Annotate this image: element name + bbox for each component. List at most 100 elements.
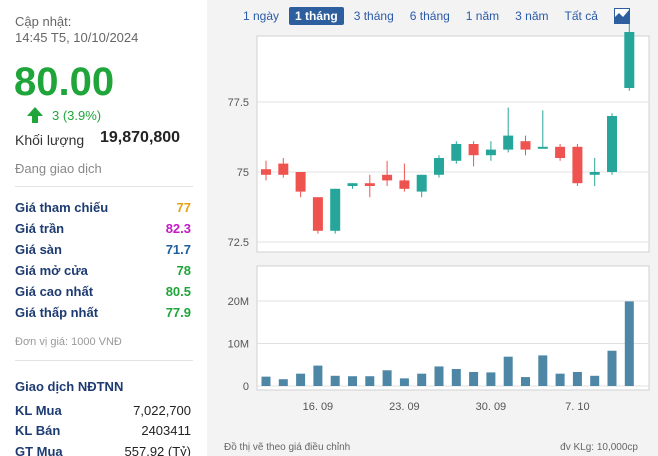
volume-bar [434, 366, 444, 386]
volume-bar [607, 350, 617, 386]
date-tick-label: 7. 10 [565, 401, 589, 413]
foreign-trade-row: GT Mua 557.92 (Tỷ) [15, 441, 191, 456]
up-arrow-icon [27, 107, 43, 123]
volume-bar [624, 301, 634, 386]
volume-value: 19,870,800 [100, 129, 181, 146]
price-row-label: Giá cao nhất [15, 283, 94, 299]
volume-bar [330, 375, 340, 386]
candle-up [624, 32, 635, 88]
candle-up [607, 116, 617, 172]
candle-down [278, 163, 289, 175]
candle-up [589, 172, 600, 175]
foreign-trade-label: KL Bán [15, 422, 61, 438]
candle-up [434, 158, 444, 175]
price-row-label: Giá mở cửa [15, 262, 88, 278]
chart-panel: 77.5 75 72.5 20M 10M 0 16. 09 23. 09 30. 09 7. 10… [207, 0, 658, 456]
price-row-value: 82.3 [165, 220, 191, 236]
volume-bar [590, 375, 600, 386]
price-row: Giá sàn 71.7 [15, 239, 191, 259]
volume-tick-label: 10M [228, 339, 249, 351]
price-tick-label: 75 [237, 167, 249, 179]
foreign-trade-label: GT Mua [15, 443, 63, 456]
candle-down [520, 141, 531, 150]
tab-period[interactable]: 1 ngày [243, 9, 280, 23]
area-chart-icon[interactable] [613, 8, 630, 24]
price-row: Giá mở cửa 78 [15, 260, 191, 280]
updated-time: 14:45 T5, 10/10/2024 [15, 30, 139, 45]
tab-period[interactable]: 1 tháng [289, 7, 344, 25]
stock-summary-panel: Cập nhật: 14:45 T5, 10/10/2024 80.00 3 (… [0, 0, 205, 456]
price-volume-chart: 77.5 75 72.5 20M 10M 0 16. 09 23. 09 30. 09 7. 10 [228, 18, 650, 413]
volume-bar [296, 373, 306, 386]
price-row-value: 80.5 [165, 283, 191, 299]
foreign-trade-title: Giao dịch NĐTNN [15, 379, 124, 394]
price-row-label: Giá trần [15, 220, 65, 236]
volume-bar [538, 355, 548, 386]
change-value: 3 (3.9%) [52, 107, 102, 123]
price-row-label: Giá sàn [15, 241, 62, 257]
trading-status: Đang giao dịch [15, 161, 102, 176]
tab-period[interactable]: 6 tháng [409, 9, 450, 23]
unit-note: Đơn vị giá: 1000 VNĐ [15, 336, 122, 348]
volume-bar [278, 379, 288, 386]
period-tabs: 1 ngày 1 tháng 3 tháng 6 tháng 1 năm 3 năm Tất… [237, 6, 630, 26]
candle-down [555, 146, 566, 158]
price-row-value: 71.7 [165, 241, 191, 257]
candle-down [468, 144, 479, 156]
price-tick-label: 72.5 [228, 237, 249, 249]
candle-up [537, 146, 548, 149]
volume-bar [572, 371, 582, 386]
volume-bar [261, 376, 271, 386]
tab-period[interactable]: 3 năm [515, 9, 549, 23]
price-row-label: Giá tham chiếu [15, 199, 109, 215]
foreign-trade-row: KL Bán 2403411 [15, 420, 191, 440]
tab-period[interactable]: 3 tháng [353, 9, 394, 23]
volume-label: Khối lượng [15, 132, 85, 148]
date-tick-label: 30. 09 [476, 401, 507, 413]
foreign-trade-label: KL Mua [15, 402, 62, 418]
price-row: Giá thấp nhất 77.9 [15, 302, 191, 322]
divider [15, 186, 193, 187]
volume-bar [417, 373, 427, 386]
price-row-value: 77 [176, 199, 191, 215]
current-price: 80.00 [14, 60, 115, 104]
candle-down [382, 174, 393, 181]
price-tick-label: 77.5 [228, 97, 249, 109]
candle-down [364, 183, 375, 186]
volume-bar [469, 371, 479, 386]
volume-bar [451, 369, 461, 386]
tab-period[interactable]: 1 năm [465, 9, 500, 23]
price-row: Giá cao nhất 80.5 [15, 281, 191, 301]
foreign-trade-value: 557.92 (Tỷ) [124, 443, 191, 456]
candle-up [451, 144, 462, 161]
volume-bar [382, 370, 392, 386]
candle-up [416, 174, 427, 192]
foreign-trade-value: 2403411 [141, 422, 191, 438]
candle-down [295, 172, 306, 192]
volume-bar [486, 372, 496, 386]
candle-up [330, 188, 341, 231]
volume-unit-note: đv KLg: 10,000cp [560, 442, 638, 453]
price-row-value: 78 [176, 262, 191, 278]
volume-bar [313, 365, 323, 386]
updated-label: Cập nhật: [15, 14, 72, 29]
candle-down [312, 197, 323, 231]
price-row: Giá trần 82.3 [15, 218, 191, 238]
volume-tick-label: 0 [243, 381, 249, 393]
foreign-trade-row: KL Mua 7,022,700 [15, 400, 191, 420]
candle-up [347, 183, 358, 186]
volume-bar [348, 376, 357, 386]
date-tick-label: 23. 09 [389, 401, 420, 413]
tab-period[interactable]: Tất cả [564, 9, 598, 23]
volume-bar [555, 373, 565, 386]
candle-down [261, 169, 271, 175]
price-change: 3 (3.9%) [26, 106, 101, 124]
foreign-trade-value: 7,022,700 [133, 402, 191, 418]
candle-up [503, 135, 514, 150]
chart-footnote: Đồ thị vẽ theo giá điều chỉnh [224, 442, 351, 453]
volume-bar [521, 377, 530, 386]
volume-bar [503, 356, 513, 386]
volume-bar [399, 378, 409, 386]
date-tick-label: 16. 09 [303, 401, 334, 413]
price-row-value: 77.9 [165, 304, 191, 320]
